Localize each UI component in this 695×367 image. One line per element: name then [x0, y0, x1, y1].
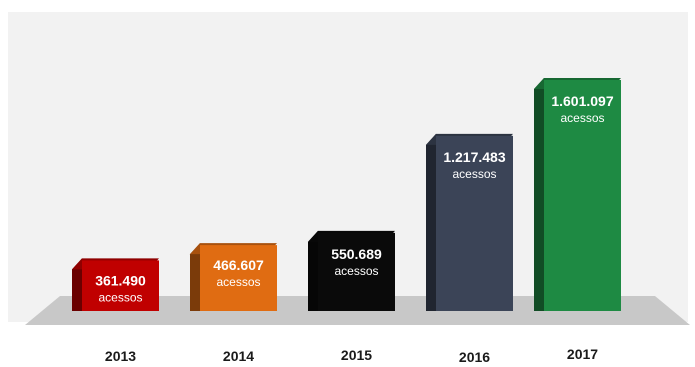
x-tick-label: 2014 — [223, 348, 254, 364]
bar-front-face — [200, 245, 277, 311]
bar-side-face — [426, 133, 436, 311]
data-label-unit: acessos — [560, 111, 604, 125]
x-tick-label: 2015 — [341, 347, 372, 363]
data-label-value: 361.490 — [95, 272, 146, 288]
bar-2017: 1.601.097 acessos — [534, 78, 621, 311]
data-label-unit: acessos — [334, 264, 378, 278]
bar-side-face — [308, 230, 318, 311]
bar-side-face — [190, 243, 200, 311]
data-label-value: 550.689 — [331, 246, 382, 262]
data-label-unit: acessos — [452, 167, 496, 181]
bar-front-face — [82, 260, 159, 311]
bar-front-face — [318, 232, 395, 311]
bar-2014: 466.607 acessos — [190, 243, 277, 311]
bar-side-face — [72, 258, 82, 311]
bar-front-face — [544, 80, 621, 311]
bar-front-face — [436, 135, 513, 311]
bars-group: 361.490 acessos 2013 466.607 acessos 2014 550.… — [72, 78, 621, 365]
data-label-value: 1.601.097 — [551, 93, 613, 109]
bar-2016: 1.217.483 acessos — [426, 133, 513, 311]
data-label-value: 1.217.483 — [443, 149, 505, 165]
x-tick-label: 2016 — [459, 349, 490, 365]
data-label-unit: acessos — [216, 275, 260, 289]
bar-2013: 361.490 acessos — [72, 258, 159, 311]
x-tick-label: 2017 — [567, 346, 598, 362]
x-tick-label: 2013 — [105, 348, 136, 364]
bar-2015: 550.689 acessos — [308, 230, 395, 311]
data-label-value: 466.607 — [213, 257, 264, 273]
data-label-unit: acessos — [98, 290, 142, 304]
bar-side-face — [534, 78, 544, 311]
